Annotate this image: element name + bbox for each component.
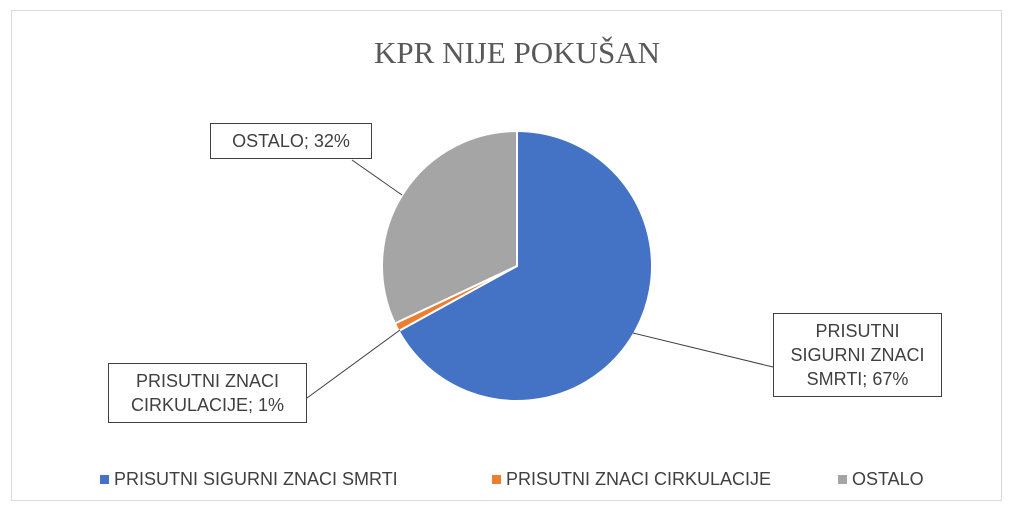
legend-swatch [838, 475, 847, 484]
leader-line [632, 332, 774, 368]
leader-line [306, 329, 401, 399]
data-label: OSTALO; 32% [210, 123, 372, 159]
pie-slice [397, 129, 653, 402]
pie [381, 129, 653, 402]
leader-line [351, 159, 403, 196]
chart-title: KPR NIJE POKUŠAN [374, 35, 660, 70]
legend-label: OSTALO [852, 469, 924, 489]
data-label: PRISUTNI SIGURNI ZNACI SMRTI; 67% [773, 313, 942, 397]
legend-swatch [492, 475, 501, 484]
legend-label: PRISUTNI SIGURNI ZNACI SMRTI [114, 469, 398, 489]
legend-label: PRISUTNI ZNACI CIRKULACIJE [506, 469, 771, 489]
data-label: PRISUTNI ZNACI CIRKULACIJE; 1% [108, 363, 307, 423]
pie-slice [381, 129, 518, 325]
legend-swatch [100, 475, 109, 484]
legend: PRISUTNI SIGURNI ZNACI SMRTI PRISUTNI ZNA… [100, 469, 924, 489]
